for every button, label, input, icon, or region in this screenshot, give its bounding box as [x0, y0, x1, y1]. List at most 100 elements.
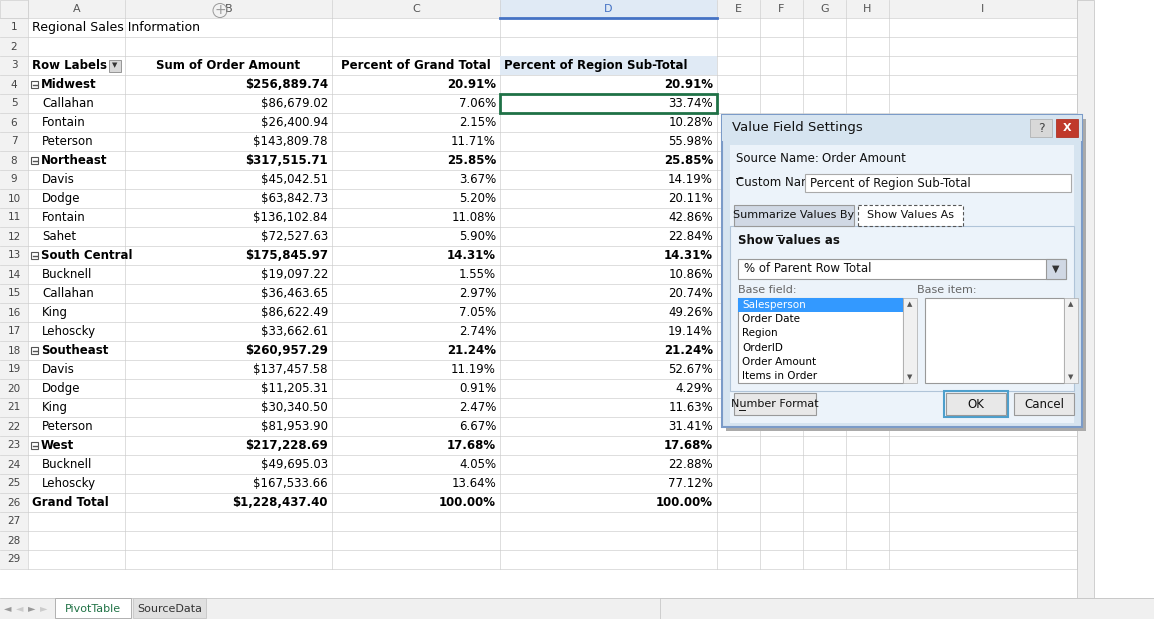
- Bar: [108, 59, 121, 72]
- Text: ◄: ◄: [5, 604, 12, 613]
- Text: 49.26%: 49.26%: [668, 306, 713, 319]
- Text: Lehoscky: Lehoscky: [42, 477, 96, 490]
- Text: 24: 24: [7, 459, 21, 469]
- Bar: [28, 37, 1077, 56]
- Text: 17: 17: [7, 326, 21, 337]
- Text: $72,527.63: $72,527.63: [261, 230, 328, 243]
- Text: $30,340.50: $30,340.50: [261, 401, 328, 414]
- Text: 4.29%: 4.29%: [675, 382, 713, 395]
- Text: Regional Sales Information: Regional Sales Information: [32, 21, 200, 34]
- Text: $1,228,437.40: $1,228,437.40: [232, 496, 328, 509]
- Text: F: F: [778, 4, 785, 14]
- Text: 26: 26: [7, 498, 21, 508]
- Text: Grand Total: Grand Total: [32, 496, 108, 509]
- Bar: [739, 259, 1066, 279]
- Text: 3: 3: [10, 61, 17, 71]
- Text: B: B: [225, 4, 232, 14]
- Bar: [28, 265, 1077, 284]
- Bar: [0, 531, 28, 550]
- Text: 5.90%: 5.90%: [459, 230, 496, 243]
- Bar: [0, 0, 28, 18]
- Bar: [28, 531, 1077, 550]
- Text: 2: 2: [10, 41, 17, 51]
- Text: 10.86%: 10.86%: [668, 268, 713, 281]
- Bar: [28, 284, 1077, 303]
- Text: OrderID: OrderID: [742, 342, 782, 353]
- Text: $49,695.03: $49,695.03: [261, 458, 328, 471]
- Text: 20: 20: [7, 384, 21, 394]
- Text: 16: 16: [7, 308, 21, 318]
- Bar: [0, 37, 28, 56]
- Bar: [722, 115, 1082, 427]
- Text: 17.68%: 17.68%: [447, 439, 496, 452]
- Bar: [946, 393, 1006, 415]
- Text: Davis: Davis: [42, 363, 75, 376]
- Text: Custom Name:: Custom Name:: [736, 176, 824, 189]
- Text: SourceData: SourceData: [137, 604, 202, 613]
- Bar: [0, 189, 28, 208]
- Text: A: A: [73, 4, 81, 14]
- Bar: [726, 119, 1086, 431]
- Text: $167,533.66: $167,533.66: [254, 477, 328, 490]
- Text: 15: 15: [7, 288, 21, 298]
- Text: 27: 27: [7, 516, 21, 527]
- Bar: [0, 493, 28, 512]
- Text: 31.41%: 31.41%: [668, 420, 713, 433]
- Bar: [28, 189, 1077, 208]
- Bar: [500, 0, 717, 18]
- Text: 5.20%: 5.20%: [459, 192, 496, 205]
- Text: $33,662.61: $33,662.61: [261, 325, 328, 338]
- Bar: [0, 474, 28, 493]
- Bar: [0, 398, 28, 417]
- Bar: [28, 474, 1077, 493]
- Text: Percent of Grand Total: Percent of Grand Total: [342, 59, 490, 72]
- Text: $86,679.02: $86,679.02: [261, 97, 328, 110]
- Bar: [28, 493, 1077, 512]
- Bar: [28, 227, 1077, 246]
- Bar: [0, 379, 28, 398]
- Text: Dodge: Dodge: [42, 382, 81, 395]
- Bar: [28, 56, 1077, 75]
- Text: $217,228.69: $217,228.69: [246, 439, 328, 452]
- Bar: [0, 246, 28, 265]
- Text: 3.67%: 3.67%: [459, 173, 496, 186]
- Bar: [500, 56, 717, 75]
- Text: 28: 28: [7, 535, 21, 545]
- Bar: [0, 436, 28, 455]
- Text: 18: 18: [7, 345, 21, 355]
- Text: South Central: South Central: [42, 249, 133, 262]
- Text: 21.24%: 21.24%: [664, 344, 713, 357]
- Text: 20.91%: 20.91%: [664, 78, 713, 91]
- Text: Northeast: Northeast: [42, 154, 107, 167]
- Text: 19.14%: 19.14%: [668, 325, 713, 338]
- Text: Number Format: Number Format: [732, 399, 819, 409]
- Text: ▼: ▼: [1069, 374, 1073, 380]
- Text: OK: OK: [967, 397, 984, 410]
- Text: PivotTable: PivotTable: [65, 604, 121, 613]
- Bar: [0, 113, 28, 132]
- Text: 42.86%: 42.86%: [668, 211, 713, 224]
- Bar: [28, 360, 1077, 379]
- Text: Percent of Region Sub-Total: Percent of Region Sub-Total: [810, 176, 971, 189]
- Text: 20.74%: 20.74%: [668, 287, 713, 300]
- Text: 22.88%: 22.88%: [668, 458, 713, 471]
- Bar: [0, 94, 28, 113]
- Bar: [0, 56, 28, 75]
- Bar: [0, 208, 28, 227]
- Text: 11.08%: 11.08%: [451, 211, 496, 224]
- Text: 13.64%: 13.64%: [451, 477, 496, 490]
- Text: $175,845.97: $175,845.97: [245, 249, 328, 262]
- Text: $19,097.22: $19,097.22: [261, 268, 328, 281]
- Text: Show values as: Show values as: [739, 233, 840, 246]
- Bar: [28, 75, 1077, 94]
- Text: $45,042.51: $45,042.51: [261, 173, 328, 186]
- Text: ▼: ▼: [112, 63, 118, 69]
- Bar: [28, 94, 1077, 113]
- Text: Order Amount: Order Amount: [742, 357, 816, 366]
- Text: 11.19%: 11.19%: [451, 363, 496, 376]
- Text: 2.15%: 2.15%: [459, 116, 496, 129]
- Text: Region: Region: [742, 329, 778, 339]
- Bar: [28, 303, 1077, 322]
- Bar: [0, 75, 28, 94]
- Bar: [28, 436, 1077, 455]
